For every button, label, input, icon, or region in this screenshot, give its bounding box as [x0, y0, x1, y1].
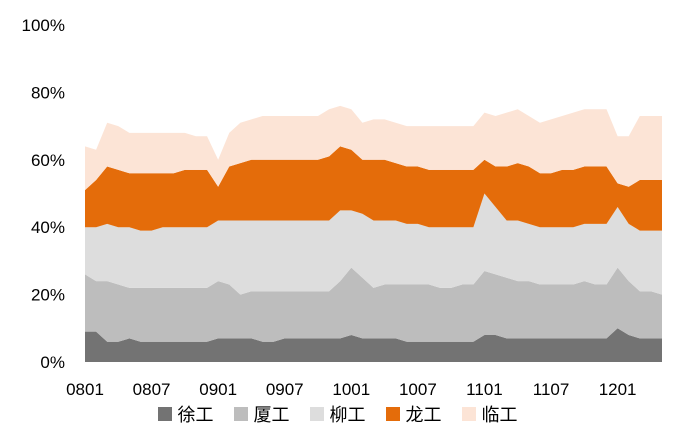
legend-item-4: 龙工: [385, 401, 442, 427]
y-tick-label: 100%: [22, 16, 65, 35]
stacked-area-chart: 0% 20% 40% 60% 80% 100% 0801 0807 0901 0907 1001 10…: [22, 16, 662, 399]
area-series-5: [85, 105, 662, 191]
legend-item-5: 临工: [461, 401, 518, 427]
x-tick-label: 0907: [266, 380, 304, 399]
x-tick-label: 1101: [466, 380, 503, 399]
legend-item-1: 徐工: [157, 401, 214, 427]
series-areas: [85, 105, 662, 362]
x-tick-label: 1107: [533, 380, 570, 399]
y-tick-label: 40%: [31, 218, 65, 237]
legend-swatch: [157, 407, 172, 421]
x-tick-label: 1007: [399, 380, 437, 399]
legend: 徐工 厦工 柳工 龙工 临工: [0, 400, 675, 428]
legend-swatch: [233, 407, 248, 421]
legend-swatch: [385, 407, 400, 421]
x-tick-label: 0807: [133, 380, 171, 399]
legend-label: 柳工: [329, 405, 366, 426]
y-tick-label: 60%: [31, 151, 65, 170]
y-tick-label: 0%: [40, 353, 65, 372]
x-tick-label: 0801: [66, 380, 104, 399]
y-tick-label: 80%: [31, 83, 65, 102]
area-series-1: [85, 328, 662, 362]
legend-item-2: 厦工: [233, 401, 290, 427]
legend-label: 龙工: [405, 405, 442, 426]
area-series-2: [85, 267, 662, 342]
area-series-4: [85, 146, 662, 231]
x-tick-label: 0901: [199, 380, 237, 399]
legend-label: 徐工: [177, 405, 214, 426]
x-tick-label: 1201: [599, 380, 637, 399]
legend-swatch: [309, 407, 324, 421]
legend-label: 临工: [481, 405, 518, 426]
x-tick-label: 1001: [332, 380, 370, 399]
y-tick-label: 20%: [31, 286, 65, 305]
legend-item-3: 柳工: [309, 401, 366, 427]
legend-label: 厦工: [253, 405, 290, 426]
area-series-3: [85, 193, 662, 295]
legend-swatch: [461, 407, 476, 421]
tick-labels: 0% 20% 40% 60% 80% 100% 0801 0807 0901 0907 1001 10…: [22, 16, 637, 399]
